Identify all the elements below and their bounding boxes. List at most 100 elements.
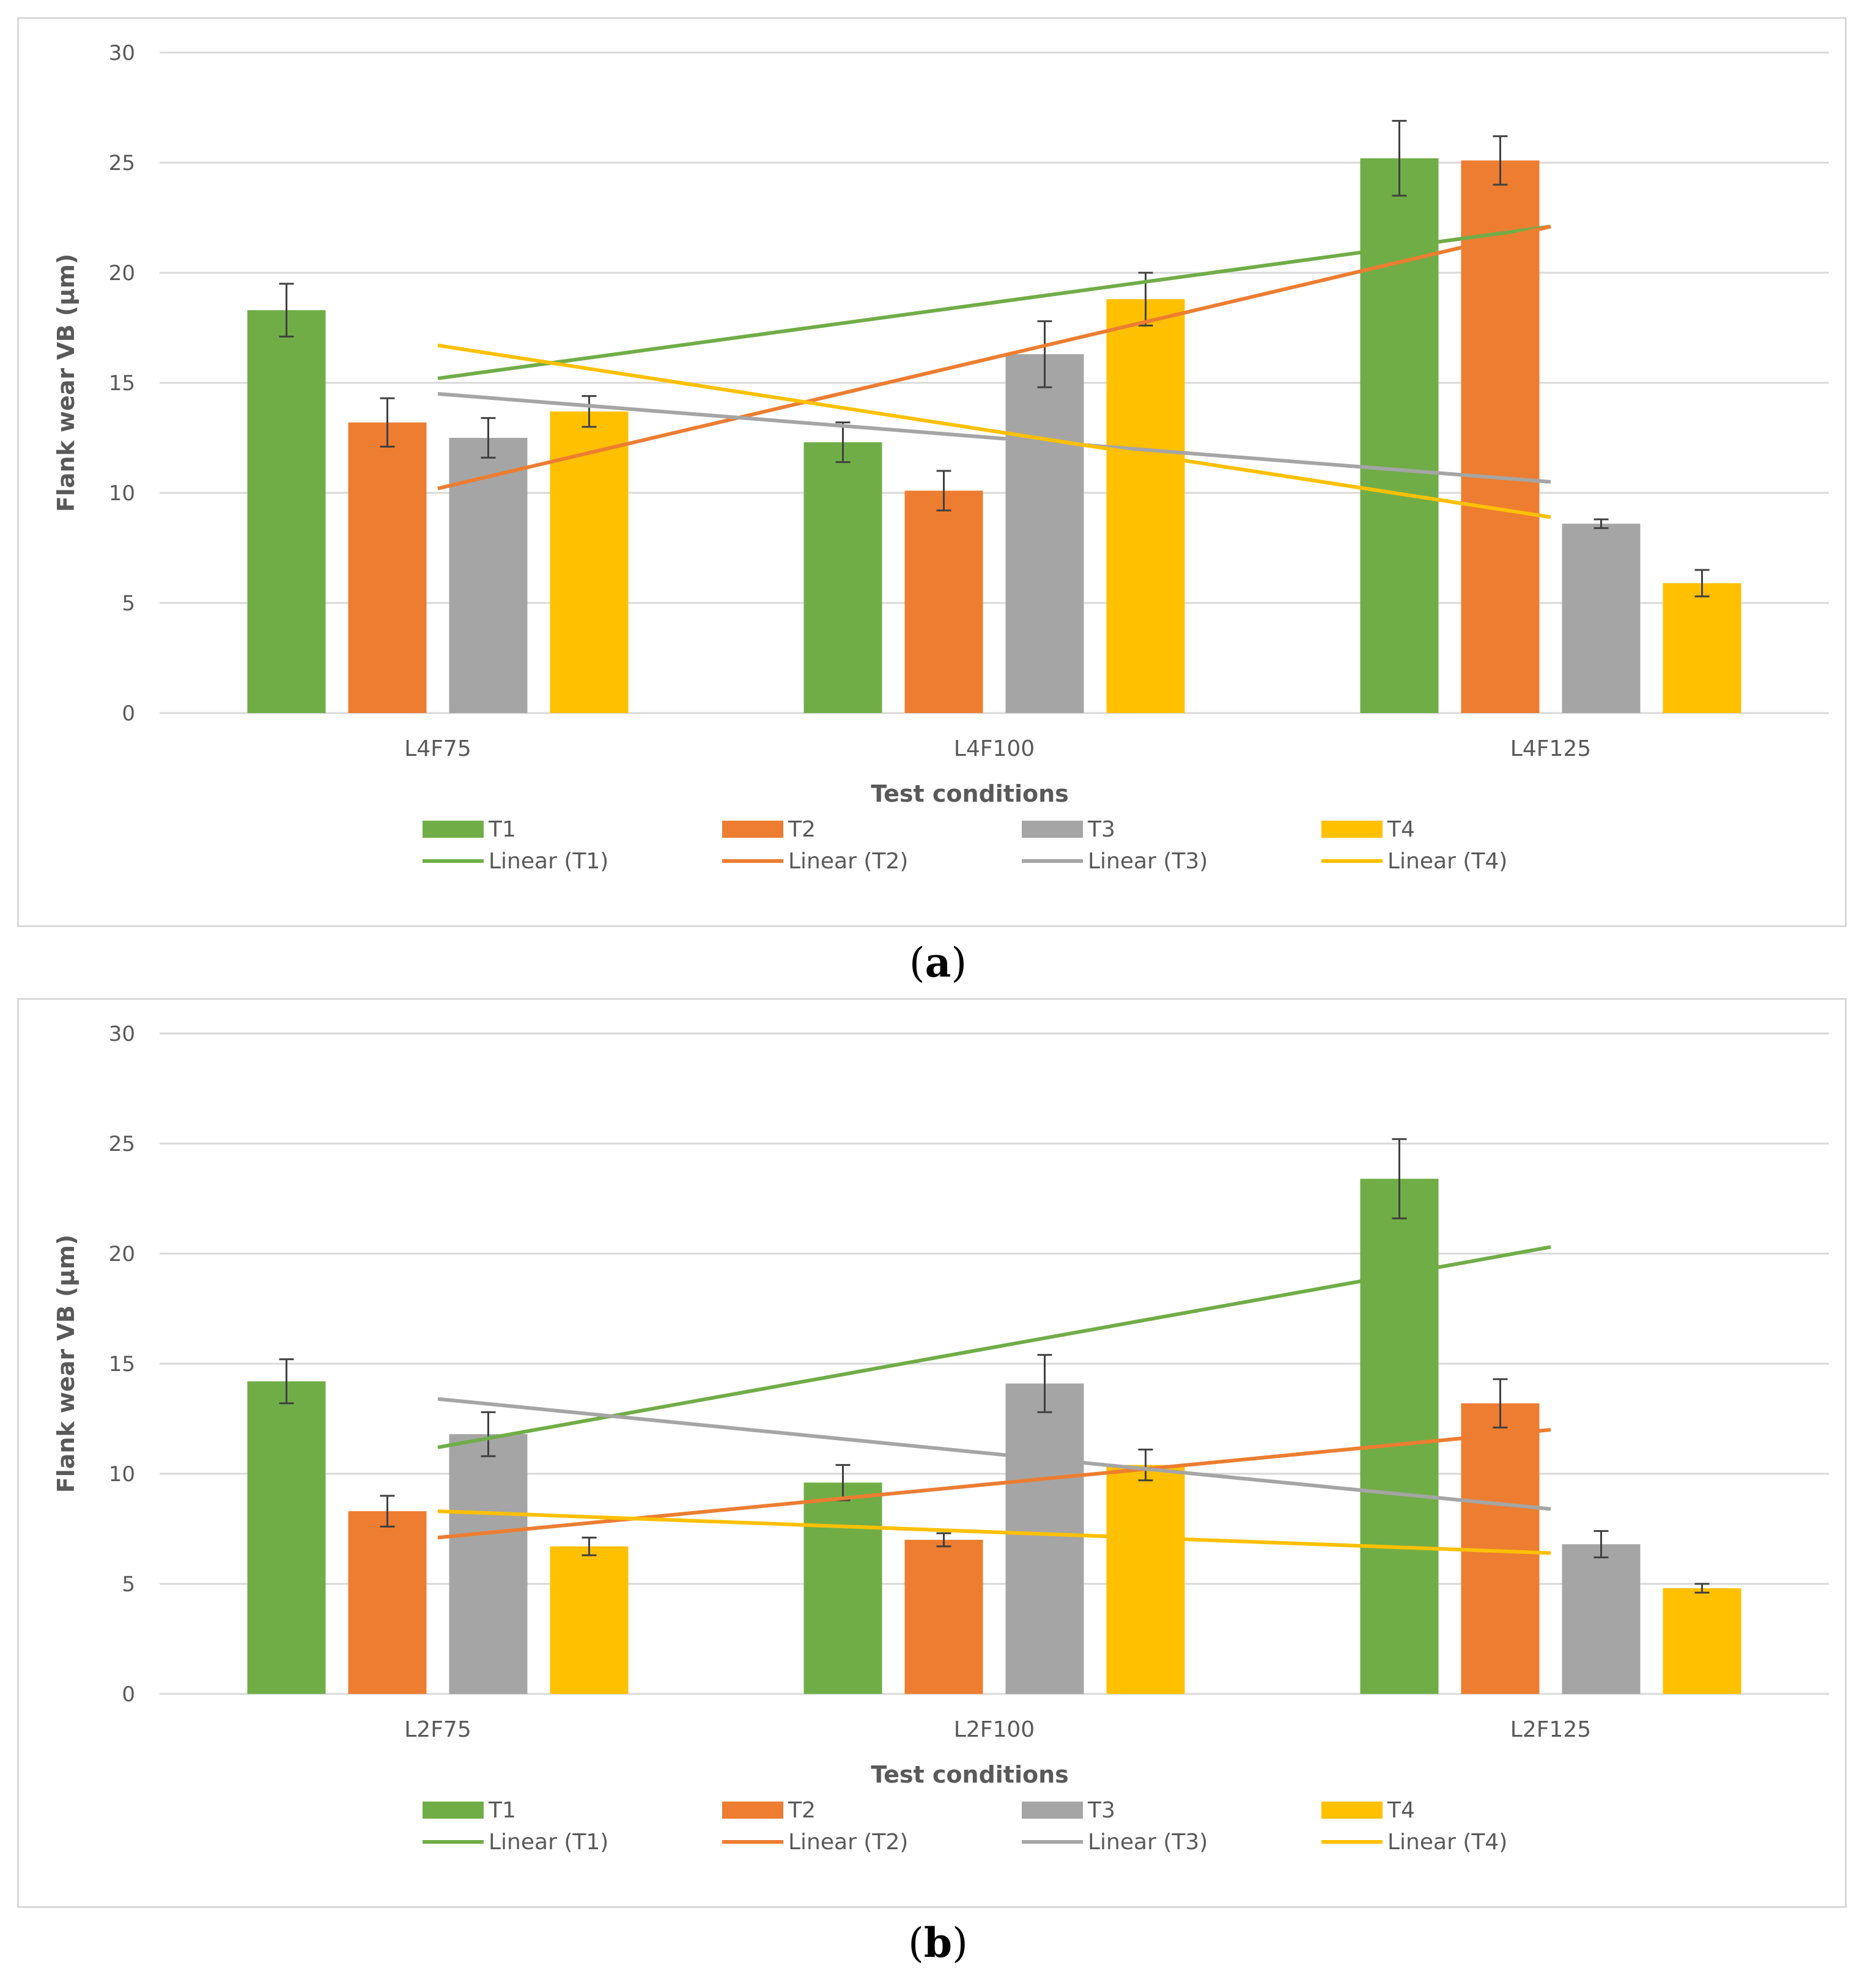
trendline	[437, 392, 1551, 484]
bar-t3	[1562, 1544, 1641, 1694]
error-bar	[936, 1532, 951, 1548]
y-tick-label: 20	[109, 261, 135, 286]
x-tick-label: L2F125	[1510, 1717, 1591, 1742]
x-axis-title: Test conditions	[871, 1761, 1069, 1788]
legend-swatch-t1	[423, 1802, 484, 1819]
legend-label: T4	[1387, 1798, 1415, 1823]
error-bar	[1593, 518, 1609, 530]
chart-a: 0 5 10 15 20 25 30 L4F75 L4F100 L4F125 Test condit…	[53, 41, 1829, 874]
x-axis-title: Test conditions	[871, 780, 1069, 807]
bar-t4	[1663, 1588, 1741, 1694]
error-bar	[1593, 1530, 1609, 1559]
chart-panel-b: 0 5 10 15 20 25 30 L2F75 L2F100 L2F125 Test condit…	[17, 998, 1847, 1908]
bar-t4	[550, 1546, 629, 1694]
bar-t2	[1461, 160, 1540, 713]
legend-swatch-t3	[1022, 1802, 1083, 1819]
error-bar	[1037, 320, 1052, 388]
legend-label: Linear (T2)	[788, 1830, 908, 1855]
error-bar	[1694, 569, 1710, 597]
caption-b-label: b	[923, 1919, 953, 1967]
legend-swatch-t2	[722, 1802, 783, 1819]
bar-t1	[247, 1381, 326, 1694]
x-tick-label: L4F125	[1510, 736, 1591, 761]
y-tick-label: 30	[109, 41, 135, 65]
x-tick-label: L2F100	[954, 1717, 1035, 1742]
legend-swatch-t1	[423, 821, 484, 838]
bar-t2	[348, 422, 427, 713]
legend-swatch-t2	[722, 821, 783, 838]
caption-b: (b)	[908, 1919, 968, 1967]
bar-t4	[1106, 299, 1185, 713]
error-bar	[1694, 1583, 1710, 1594]
x-tick-label: L4F75	[404, 736, 471, 761]
x-tick-label: L4F100	[954, 736, 1035, 761]
y-tick-label: 10	[109, 481, 135, 506]
trendline	[437, 224, 1551, 380]
y-tick-label: 15	[109, 1352, 135, 1377]
chart-b: 0 5 10 15 20 25 30 L2F75 L2F100 L2F125 Test condit…	[53, 1022, 1829, 1855]
error-bar	[481, 1411, 496, 1457]
legend-label: Linear (T4)	[1387, 1830, 1507, 1855]
trendline	[437, 1245, 1551, 1449]
y-tick-label: 5	[122, 591, 135, 616]
y-tick-label: 25	[109, 151, 135, 176]
error-bar	[1493, 1378, 1508, 1429]
y-tick-label: 10	[109, 1462, 135, 1487]
y-tick-label: 0	[122, 701, 135, 726]
y-axis-title: Flank wear VB (μm)	[53, 1235, 79, 1493]
legend-swatch-t3	[1022, 821, 1083, 838]
error-bar	[279, 283, 294, 338]
caption-a-label: a	[925, 939, 951, 986]
legend-label: T4	[1387, 817, 1415, 842]
trendline	[437, 1397, 1551, 1511]
bar-t2	[904, 490, 983, 713]
bar-t3	[1005, 354, 1084, 713]
error-bar	[279, 1358, 294, 1405]
y-tick-label: 30	[109, 1022, 135, 1046]
bar-t3	[449, 1434, 528, 1694]
bar-t3	[1005, 1383, 1084, 1694]
y-tick-label: 20	[109, 1242, 135, 1266]
caption-a: (a)	[909, 939, 967, 986]
legend-label: Linear (T3)	[1088, 1830, 1208, 1855]
legend-label: Linear (T2)	[788, 849, 908, 874]
y-tick-label: 5	[122, 1572, 135, 1597]
legend-label: Linear (T1)	[489, 849, 608, 874]
bar-t1	[1360, 1178, 1439, 1694]
y-axis-title: Flank wear VB (μm)	[53, 254, 79, 512]
bar-t4	[1663, 583, 1741, 713]
error-bar	[1392, 1138, 1407, 1219]
error-bar	[936, 470, 951, 512]
y-tick-label: 0	[122, 1682, 135, 1707]
chart-panel-a: 0 5 10 15 20 25 30 L4F75 L4F100 L4F125 Test condit…	[17, 17, 1847, 927]
bar-t1	[1360, 158, 1439, 713]
error-bar	[582, 1536, 597, 1556]
bar-t1	[247, 310, 326, 713]
error-bar	[481, 417, 496, 459]
error-bar	[1392, 120, 1407, 197]
y-tick-label: 25	[109, 1132, 135, 1156]
y-tick-label: 15	[109, 371, 135, 396]
legend-label: Linear (T3)	[1088, 849, 1208, 874]
error-bar	[582, 395, 597, 428]
legend-label: T1	[488, 1798, 516, 1823]
legend-label: T2	[788, 817, 816, 842]
legend-swatch-t4	[1321, 1802, 1383, 1819]
trendline	[437, 1509, 1551, 1555]
legend-label: T1	[488, 817, 516, 842]
error-bar	[1493, 135, 1508, 186]
bar-t2	[348, 1511, 427, 1694]
legend-label: T3	[1087, 817, 1115, 842]
bar-t3	[449, 438, 528, 713]
bar-t4	[550, 411, 629, 713]
legend-label: Linear (T4)	[1387, 849, 1507, 874]
legend-label: T3	[1087, 1798, 1115, 1823]
error-bar	[1138, 1448, 1153, 1482]
legend-swatch-t4	[1321, 821, 1383, 838]
trendline	[437, 343, 1551, 519]
x-tick-label: L2F75	[404, 1717, 471, 1742]
bar-t2	[904, 1540, 983, 1694]
error-bar	[835, 421, 851, 464]
error-bar	[380, 1495, 395, 1528]
trendline	[437, 224, 1551, 490]
